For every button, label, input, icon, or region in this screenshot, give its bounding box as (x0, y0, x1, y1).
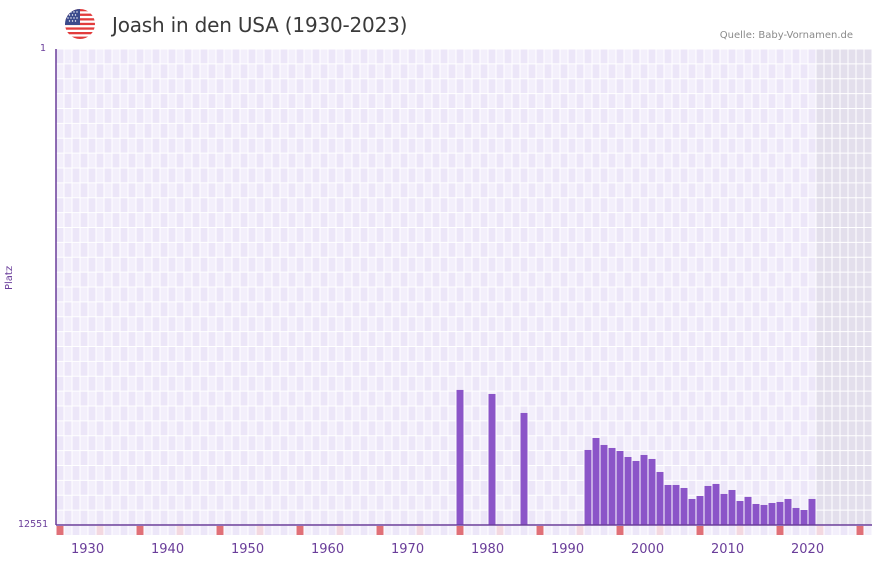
bar-2010[interactable] (712, 483, 720, 525)
chart-title: Joash in den USA (1930-2023) (112, 13, 408, 37)
bar-2015[interactable] (752, 503, 760, 525)
x-tick-label: 1980 (471, 542, 505, 557)
bar-1996[interactable] (600, 444, 608, 525)
bar-2017[interactable] (768, 503, 776, 525)
bar-1978[interactable] (456, 389, 464, 525)
x-tick-label: 1990 (551, 542, 585, 557)
bar-2003[interactable] (656, 471, 664, 525)
bar-2019[interactable] (784, 498, 792, 525)
y-axis-top-label: 1 (40, 43, 47, 54)
bar-1995[interactable] (592, 437, 600, 525)
x-tick-label: 2000 (631, 542, 665, 557)
x-tick-label: 1960 (311, 542, 345, 557)
bar-2021[interactable] (800, 509, 808, 525)
bar-2002[interactable] (648, 458, 656, 525)
bar-1999[interactable] (624, 456, 632, 525)
bar-2020[interactable] (792, 507, 800, 525)
bar-2016[interactable] (760, 504, 768, 525)
x-tick-label: 1940 (151, 542, 185, 557)
source-link[interactable]: Quelle: Baby-Vornamen.de (719, 30, 853, 41)
bar-2013[interactable] (736, 500, 744, 525)
bar-2022[interactable] (808, 498, 816, 525)
bar-2006[interactable] (680, 487, 688, 525)
bar-1986[interactable] (520, 412, 528, 525)
bar-2000[interactable] (632, 460, 640, 525)
y-axis-bottom-label: 12551 (18, 519, 49, 530)
bar-2014[interactable] (744, 496, 752, 525)
x-tick-label: 1930 (71, 542, 105, 557)
bar-2005[interactable] (672, 484, 680, 525)
x-tick-label: 1970 (391, 542, 425, 557)
bar-2012[interactable] (728, 489, 736, 525)
bar-2007[interactable] (688, 498, 696, 525)
usa-flag-icon (65, 9, 95, 39)
bar-2008[interactable] (696, 495, 704, 525)
x-tick-label: 2010 (711, 542, 745, 557)
bar-2009[interactable] (704, 485, 712, 525)
bar-1998[interactable] (616, 450, 624, 525)
bar-1982[interactable] (488, 393, 496, 525)
bar-2011[interactable] (720, 493, 728, 525)
bar-2004[interactable] (664, 484, 672, 525)
bar-2018[interactable] (776, 501, 784, 525)
bar-1997[interactable] (608, 447, 616, 525)
y-axis-title: Platz (4, 265, 15, 290)
bar-1994[interactable] (584, 449, 592, 525)
x-tick-label: 2020 (791, 542, 825, 557)
x-tick-label: 1950 (231, 542, 265, 557)
bar-2001[interactable] (640, 454, 648, 525)
